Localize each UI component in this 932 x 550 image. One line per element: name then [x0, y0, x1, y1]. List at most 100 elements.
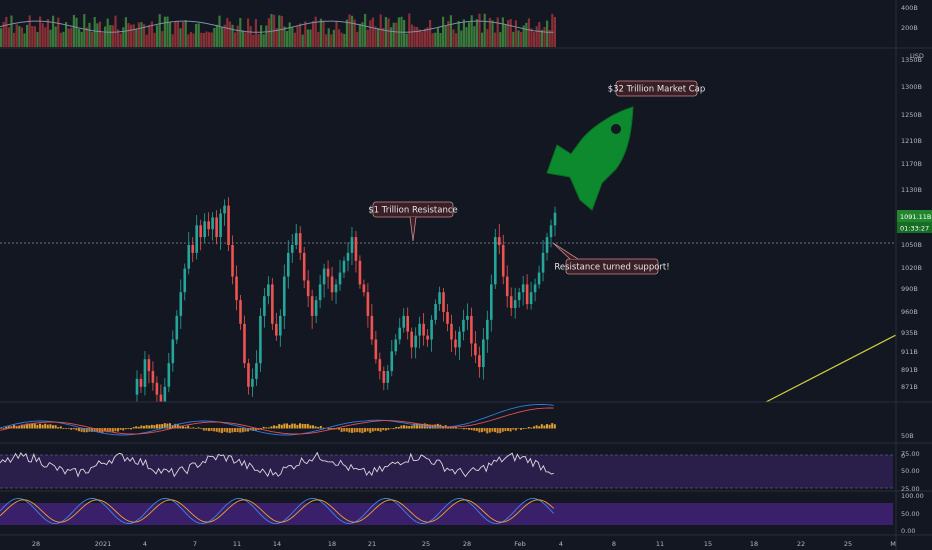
- volume-bar: [135, 29, 138, 47]
- macd-histogram-bar: [377, 428, 379, 431]
- annotation-market-cap[interactable]: $32 Trillion Market Cap: [608, 80, 706, 97]
- volume-bar: [392, 22, 395, 47]
- macd-histogram-bar: [262, 426, 265, 429]
- candle-body: [474, 343, 477, 356]
- time-axis-label: 18: [750, 540, 758, 548]
- volume-bar: [444, 26, 447, 47]
- candle-body: [509, 296, 513, 309]
- volume-bar: [189, 32, 192, 47]
- stoch-pane[interactable]: [0, 497, 932, 536]
- candle-body: [501, 245, 505, 277]
- macd-histogram-bar: [382, 428, 385, 431]
- candle-body: [271, 284, 274, 324]
- candle-body: [294, 233, 298, 245]
- candle-body: [521, 284, 525, 293]
- rsi-band: [0, 455, 893, 488]
- time-axis-label: 18: [328, 540, 336, 548]
- volume-bar: [23, 33, 26, 47]
- macd-histogram-bar: [0, 428, 2, 429]
- volume-bar: [304, 21, 307, 47]
- volume-bar: [244, 32, 247, 47]
- volume-bar: [358, 23, 361, 47]
- volume-bar: [249, 26, 252, 47]
- macd-histogram-bar: [327, 428, 330, 430]
- macd-pane[interactable]: [0, 404, 932, 444]
- candle-body: [298, 233, 302, 253]
- volume-bar: [52, 15, 55, 48]
- volume-bar: [382, 27, 385, 47]
- price-pane[interactable]: $32 Trillion Market Cap $1 Trillion Resi…: [0, 80, 932, 403]
- volume-bar: [5, 16, 8, 47]
- annotation-support[interactable]: Resistance turned support!: [552, 242, 670, 275]
- macd-histogram-bar: [75, 428, 78, 431]
- volume-bar: [473, 26, 476, 47]
- volume-bar: [234, 32, 237, 47]
- macd-histogram-bar: [273, 425, 275, 429]
- volume-bar: [31, 26, 34, 47]
- macd-histogram-bar: [179, 425, 182, 429]
- annotation-resistance[interactable]: $1 Trillion Resistance: [368, 201, 458, 242]
- stoch-k-line: [0, 497, 555, 525]
- volume-bar: [299, 23, 302, 47]
- macd-histogram-bar: [340, 428, 343, 432]
- candle-body: [318, 284, 322, 301]
- volume-bar: [429, 19, 432, 47]
- candle-body: [462, 319, 465, 332]
- macd-histogram-bar: [119, 428, 122, 430]
- candle-body: [171, 339, 175, 364]
- volume-bar: [548, 30, 551, 47]
- macd-histogram-bar: [192, 427, 195, 429]
- volume-bar: [85, 27, 88, 47]
- macd-histogram-bar: [96, 428, 99, 433]
- last-price-badge: 1091.11B 01:33:27: [897, 210, 932, 233]
- volume-bar: [330, 34, 333, 47]
- candle-body: [426, 335, 429, 340]
- volume-bar: [174, 21, 177, 47]
- rocket-icon[interactable]: [546, 106, 634, 211]
- macd-histogram-bar: [124, 428, 127, 430]
- volume-bar: [553, 17, 556, 47]
- volume-bar: [36, 31, 39, 47]
- candle-body: [155, 382, 159, 395]
- rsi-axis-label: 75.00: [901, 450, 920, 458]
- macd-histogram-bar: [548, 424, 551, 429]
- macd-histogram-bar: [353, 428, 356, 433]
- volume-bar: [111, 25, 114, 47]
- volume-bar: [387, 18, 390, 47]
- candle-body: [486, 319, 489, 340]
- macd-histogram-bar: [379, 428, 382, 432]
- macd-histogram-bar: [369, 428, 372, 433]
- candle-body: [418, 323, 421, 336]
- volume-bar: [426, 27, 429, 47]
- macd-histogram-bar: [54, 425, 57, 429]
- volume-axis-label: 400B: [901, 4, 918, 12]
- volume-bar: [509, 19, 512, 47]
- volume-bar: [221, 27, 224, 47]
- rsi-pane[interactable]: [0, 451, 932, 492]
- volume-bar: [538, 22, 541, 47]
- macd-histogram-bar: [135, 426, 138, 429]
- macd-histogram-bar: [260, 428, 262, 430]
- price-axis-label: 1020B: [901, 264, 922, 272]
- macd-histogram-bar: [319, 425, 322, 429]
- time-axis[interactable]: 28 2021 4 7 11 14 18 21 25 28 Feb 4 8 11 15 18 22 25 M: [32, 540, 896, 548]
- candle-body: [490, 284, 493, 320]
- volume-bar: [15, 24, 18, 47]
- volume-bar: [348, 14, 351, 48]
- macd-histogram-bar: [166, 423, 169, 429]
- macd-histogram-bar: [390, 428, 392, 429]
- candle-body: [215, 217, 218, 238]
- macd-histogram-bar: [408, 426, 411, 429]
- candle-body: [187, 245, 191, 269]
- macd-histogram-bar: [387, 428, 390, 430]
- countdown-text: 01:33:27: [900, 225, 929, 233]
- volume-bar: [195, 24, 198, 47]
- macd-histogram-bar: [241, 428, 244, 433]
- volume-bar: [158, 14, 161, 47]
- time-axis-label: 14: [273, 540, 281, 548]
- trend-line[interactable]: [765, 334, 897, 403]
- volume-bar: [486, 29, 489, 47]
- macd-histogram-bar: [7, 426, 10, 429]
